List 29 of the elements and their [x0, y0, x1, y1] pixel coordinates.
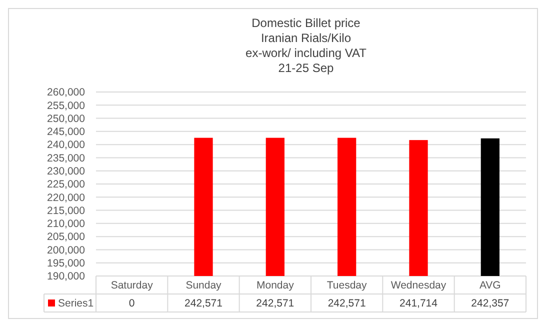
- y-tick-label: 215,000: [47, 204, 86, 217]
- y-tick-label: 225,000: [47, 178, 86, 191]
- data-label: 242,571: [328, 298, 366, 310]
- chart-title: Domestic Billet price Iranian Rials/Kilo ex-work/ including VAT 21-25 Sep: [246, 16, 368, 75]
- data-label: 242,571: [184, 298, 223, 310]
- data-label: 241,714: [400, 298, 438, 310]
- y-tick-label: 200,000: [47, 244, 86, 256]
- y-tick-label: 190,000: [47, 270, 86, 283]
- x-tick-label: Monday: [256, 280, 295, 292]
- y-tick-label: 230,000: [47, 166, 86, 178]
- y-tick-label: 260,000: [47, 86, 86, 99]
- y-tick-label: 235,000: [47, 152, 86, 164]
- y-tick-label: 195,000: [47, 258, 86, 270]
- data-label: 242,571: [256, 298, 294, 310]
- y-tick-label: 205,000: [47, 231, 86, 244]
- x-tick-label: Saturday: [110, 280, 154, 292]
- y-tick-label: 240,000: [47, 139, 86, 152]
- y-tick-label: 245,000: [47, 126, 86, 138]
- y-tick-label: 250,000: [47, 112, 86, 125]
- y-tick-label: 210,000: [47, 218, 86, 230]
- x-tick-label: Tuesday: [326, 280, 368, 292]
- x-tick-label: Sunday: [186, 280, 222, 292]
- data-label: 242,357: [471, 298, 510, 310]
- text: 0: [128, 298, 135, 310]
- y-tick-label: 255,000: [47, 100, 86, 112]
- legend-label: Series1: [58, 298, 94, 310]
- x-tick-label: Wednesday: [390, 280, 447, 292]
- y-tick-label: 220,000: [47, 192, 86, 204]
- x-tick-label: AVG: [479, 280, 501, 292]
